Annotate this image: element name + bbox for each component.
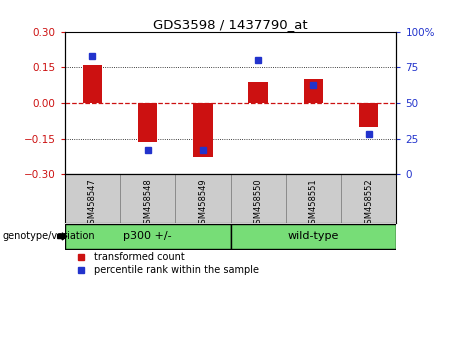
Text: GSM458550: GSM458550 (254, 178, 263, 229)
Text: percentile rank within the sample: percentile rank within the sample (95, 264, 260, 274)
Text: wild-type: wild-type (288, 232, 339, 241)
Bar (248, 82, 268, 103)
Text: p300 +/-: p300 +/- (123, 232, 172, 241)
Text: GSM458547: GSM458547 (88, 178, 97, 229)
Bar (230, 224, 396, 249)
Bar (359, 103, 378, 127)
Text: GSM458551: GSM458551 (309, 178, 318, 229)
Text: GSM458549: GSM458549 (198, 178, 207, 229)
Bar (83, 65, 102, 103)
Text: GSM458552: GSM458552 (364, 178, 373, 229)
Bar (138, 103, 157, 142)
Title: GDS3598 / 1437790_at: GDS3598 / 1437790_at (153, 18, 308, 31)
Bar (65, 224, 230, 249)
Bar (193, 103, 213, 156)
Text: transformed count: transformed count (95, 252, 185, 262)
Text: genotype/variation: genotype/variation (2, 232, 95, 241)
Bar (304, 79, 323, 103)
Text: GSM458548: GSM458548 (143, 178, 152, 229)
